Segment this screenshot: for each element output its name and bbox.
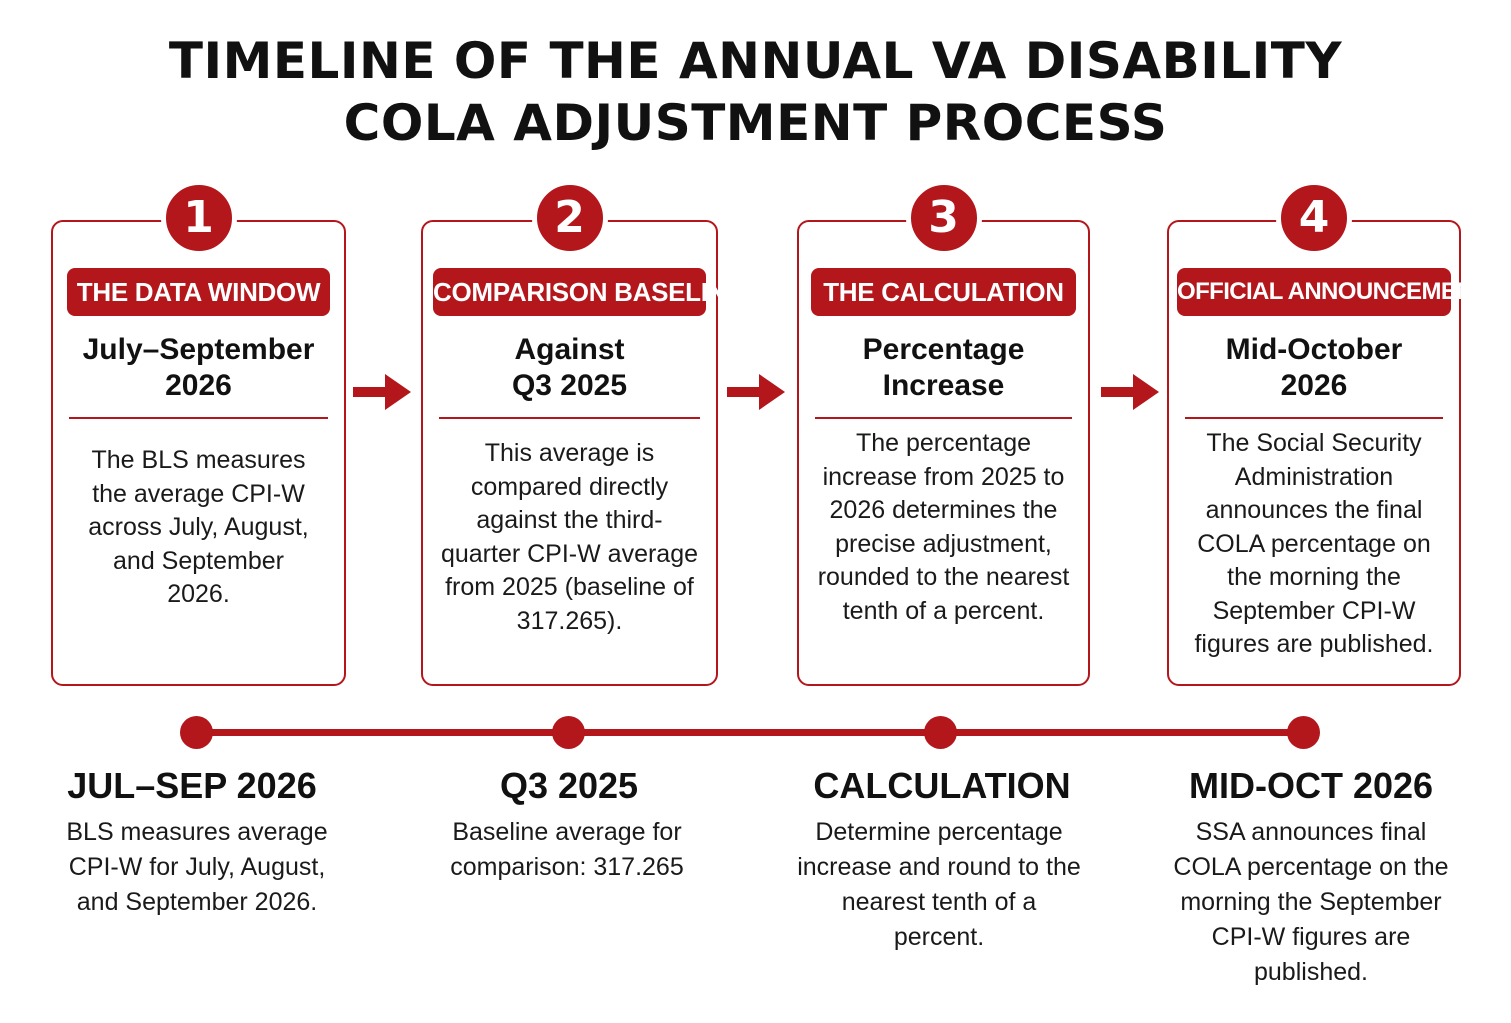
page-title-line-1: TIMELINE OF THE ANNUAL VA DISABILITY [168,32,1343,90]
step-number-badge: 1 [160,180,237,256]
page-title-line-2: COLA ADJUSTMENT PROCESS [343,94,1168,152]
timeline-label: CALCULATION [813,765,1071,806]
step-divider [815,417,1072,419]
step-number-badge: 3 [905,180,982,256]
step-title-badge: COMPARISON BASELINE [433,268,743,316]
step-heading-line-1: Mid-October [1225,333,1403,366]
step-card-comparison-baseline: 2 COMPARISON BASELINE Against Q3 2025 Th… [421,180,743,686]
step-divider [439,417,700,419]
step-heading-line-1: Percentage [862,333,1025,366]
step-heading-line-2: Q3 2025 [511,369,628,402]
step-heading-line-2: Increase [882,369,1005,402]
step-heading-line-2: 2026 [1280,369,1348,402]
arrow-right-icon [727,374,785,410]
step-heading: Against Q3 2025 [433,332,706,404]
step-divider [69,417,328,419]
timeline-dot [924,716,957,749]
step-title-badge: THE DATA WINDOW [67,268,330,316]
step-description: This average is compared directly agains… [440,439,699,635]
step-divider [1185,417,1443,419]
step-title-badge: THE CALCULATION [811,268,1076,316]
step-heading: Mid-October 2026 [1179,332,1449,404]
step-description: The percentage increase from 2025 to 202… [817,429,1070,625]
timeline-dot [1287,716,1320,749]
step-description: The BLS measures the average CPI-W acros… [88,446,309,608]
step-card-official-announcement: 4 OFFICIAL ANNOUNCEMENT Mid-October 2026… [1167,180,1488,686]
timeline-description: BLS measures average CPI-W for July, Aug… [66,818,328,916]
timeline-description: Determine percentage increase and round … [797,818,1081,951]
timeline-dot [180,716,213,749]
timeline-label: MID-OCT 2026 [1188,765,1434,806]
step-heading: Percentage Increase [809,332,1078,404]
arrow-right-icon [353,374,411,410]
step-card-calculation: 3 THE CALCULATION Percentage Increase Th… [797,180,1090,686]
timeline-description: SSA announces final COLA percentage on t… [1173,818,1449,986]
page-title: TIMELINE OF THE ANNUAL VA DISABILITY COL… [0,30,1511,154]
step-heading-line-1: July–September [82,333,315,366]
timeline-description: Baseline average for comparison: 317.265 [450,818,684,881]
step-number-badge: 2 [531,180,608,256]
step-number-badge: 4 [1276,180,1352,256]
step-description: The Social Security Administration annou… [1194,429,1434,658]
timeline-line [196,729,1304,736]
step-heading-line-2: 2026 [165,369,232,402]
step-card-data-window: 1 THE DATA WINDOW July–September 2026 Th… [51,180,346,686]
step-heading: July–September 2026 [63,332,334,404]
arrow-right-icon [1101,374,1159,410]
step-title-badge: OFFICIAL ANNOUNCEMENT [1177,268,1488,316]
timeline-label: Q3 2025 [499,765,639,806]
timeline-label: JUL–SEP 2026 [67,765,317,806]
step-heading-line-1: Against [514,333,625,366]
timeline-dot [552,716,585,749]
